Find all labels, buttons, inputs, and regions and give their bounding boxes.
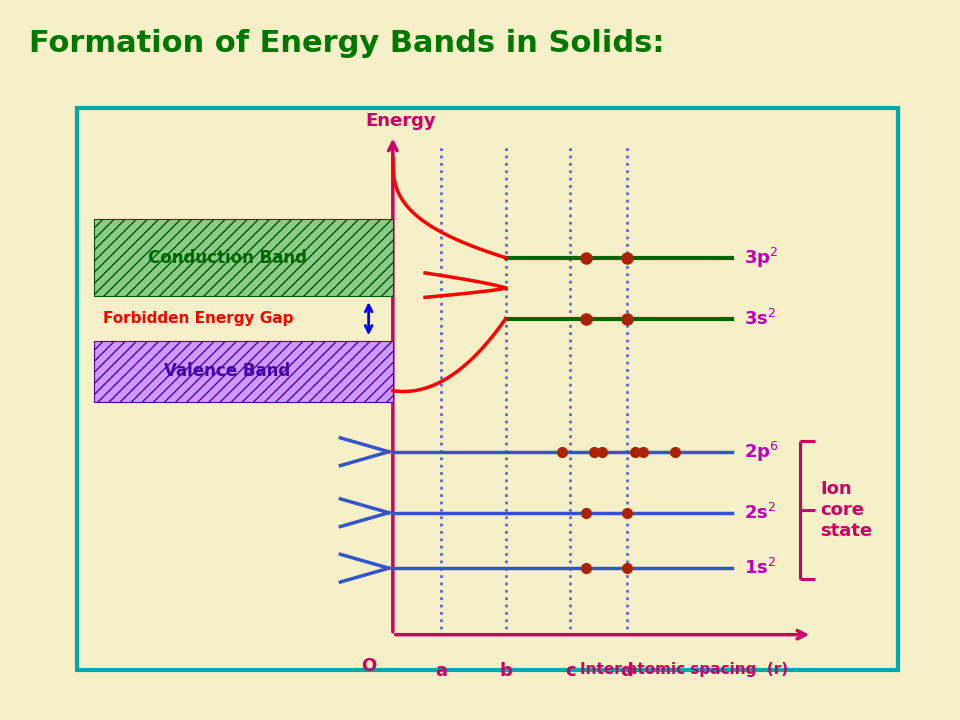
Text: a: a	[435, 662, 447, 680]
Text: 2p$^6$: 2p$^6$	[744, 440, 779, 464]
Text: Valence Band: Valence Band	[164, 362, 291, 380]
Text: 3p$^2$: 3p$^2$	[744, 246, 778, 270]
Text: b: b	[499, 662, 513, 680]
Text: 2s$^2$: 2s$^2$	[744, 503, 776, 523]
Text: O: O	[361, 657, 376, 675]
Text: Forbidden Energy Gap: Forbidden Energy Gap	[103, 311, 293, 326]
Text: Inter atomic spacing  (r): Inter atomic spacing (r)	[580, 662, 788, 678]
Text: Conduction Band: Conduction Band	[148, 248, 307, 266]
Text: c: c	[564, 662, 576, 680]
Text: 3s$^2$: 3s$^2$	[744, 309, 776, 329]
Bar	[94, 219, 393, 297]
Text: d: d	[620, 662, 633, 680]
Text: Energy: Energy	[366, 112, 436, 130]
FancyBboxPatch shape	[77, 108, 898, 670]
Text: 1s$^2$: 1s$^2$	[744, 558, 776, 578]
Text: Formation of Energy Bands in Solids:: Formation of Energy Bands in Solids:	[29, 29, 664, 58]
Text: Ion
core
state: Ion core state	[820, 480, 873, 540]
Bar	[94, 341, 393, 402]
